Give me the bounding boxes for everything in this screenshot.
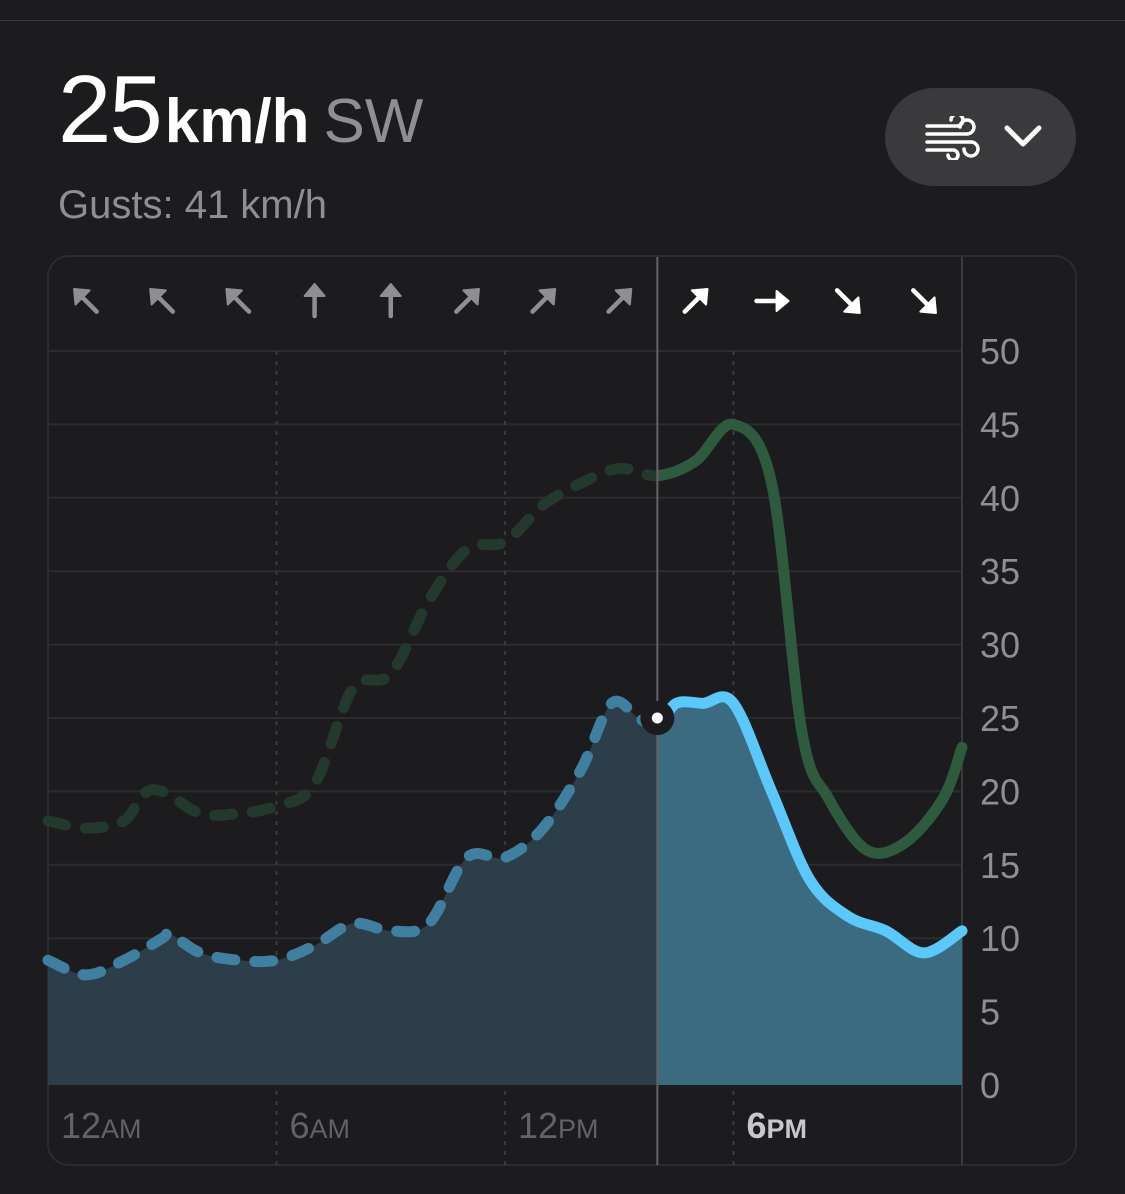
y-tick-label: 25: [980, 698, 1020, 739]
wind-direction-arrow-icon: [530, 287, 557, 314]
wind-speed-value: 25: [58, 56, 163, 163]
wind-direction-arrow-icon: [149, 287, 176, 314]
x-tick-label: 6AM: [290, 1105, 351, 1146]
wind-icon: [923, 112, 983, 165]
wind-chart-frame: [47, 255, 1077, 1166]
wind-speed-unit: km/h: [164, 87, 310, 156]
gust-line-future: [657, 418, 968, 859]
top-divider: [0, 20, 1125, 21]
y-tick-label: 30: [980, 625, 1020, 666]
x-tick-label: 12PM: [518, 1105, 599, 1146]
y-tick-label: 15: [980, 845, 1020, 886]
y-tick-label: 10: [980, 918, 1020, 959]
y-tick-label: 0: [980, 1065, 1000, 1106]
y-tick-label: 40: [980, 478, 1020, 519]
chevron-down-icon: [1003, 120, 1043, 157]
wind-direction-arrow-icon: [73, 287, 99, 314]
wind-direction-arrow-icon: [303, 283, 326, 319]
y-tick-label: 20: [980, 771, 1020, 812]
wind-line-past: [42, 695, 658, 981]
wind-line-future: [657, 691, 968, 959]
wind-direction-arrow-icon: [834, 288, 861, 315]
current-point-dot: [651, 712, 663, 724]
wind-direction-arrow-icon: [606, 287, 633, 314]
current-wind-readout: 25km/h SW: [58, 55, 423, 165]
y-tick-label: 50: [980, 331, 1020, 372]
y-tick-label: 45: [980, 404, 1020, 445]
x-tick-label: 6PM: [747, 1105, 808, 1146]
gusts-readout: Gusts: 41 km/h: [58, 183, 327, 227]
wind-direction-arrow-icon: [754, 290, 790, 312]
x-tick-label: 12AM: [61, 1105, 142, 1146]
wind-direction: SW: [323, 87, 424, 156]
wind-direction-arrow-icon: [682, 287, 709, 314]
y-tick-label: 5: [980, 992, 1000, 1033]
wind-direction-arrow-icon: [911, 288, 937, 315]
wind-direction-arrow-icon: [225, 287, 252, 314]
gust-line-past: [42, 462, 658, 834]
wind-direction-arrow-icon: [454, 287, 480, 314]
wind-area-future: [657, 696, 962, 1085]
metric-picker-button[interactable]: [885, 88, 1076, 186]
wind-area-past: [48, 701, 658, 1085]
wind-direction-arrow-icon: [379, 283, 402, 319]
y-tick-label: 35: [980, 551, 1020, 592]
